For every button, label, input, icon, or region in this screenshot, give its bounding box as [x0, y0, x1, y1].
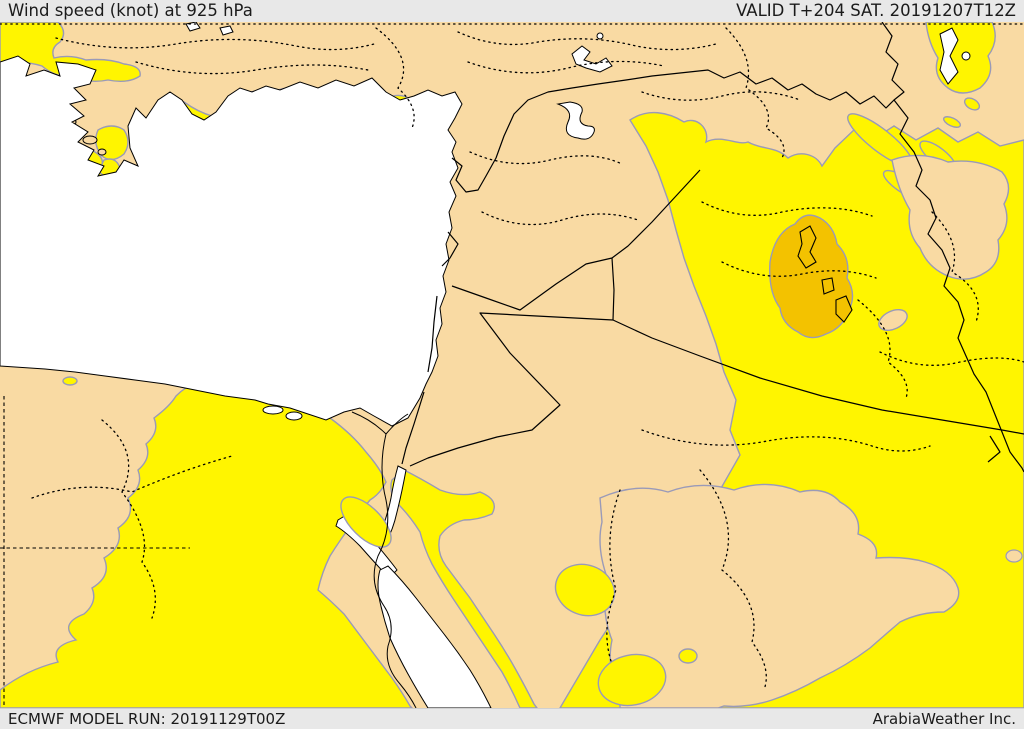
valid-time-label: VALID T+204 SAT. 20191207T12Z	[736, 0, 1016, 20]
red-sea	[335, 465, 492, 708]
footer-bar: ECMWF MODEL RUN: 20191129T00Z ArabiaWeat…	[0, 708, 1024, 729]
map-title: Wind speed (knot) at 925 hPa	[8, 0, 253, 20]
header-bar: Wind speed (knot) at 925 hPa VALID T+204…	[0, 0, 1024, 22]
wind-band-crossing-suez	[340, 496, 392, 548]
wind-band-orange-region	[769, 214, 854, 339]
admin-borders	[0, 23, 1024, 706]
map-canvas	[0, 22, 1024, 708]
nile-river	[351, 411, 417, 708]
country-borders	[401, 22, 1024, 473]
wind-band-yellow-inner-blobs	[554, 563, 698, 707]
branding-label: ArabiaWeather Inc.	[872, 710, 1016, 728]
model-run-label: ECMWF MODEL RUN: 20191129T00Z	[8, 710, 286, 728]
coastlines	[0, 55, 463, 427]
